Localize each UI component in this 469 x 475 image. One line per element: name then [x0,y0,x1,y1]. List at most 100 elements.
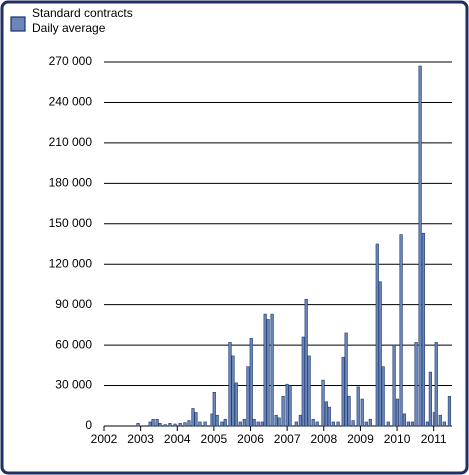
y-tick-label: 150 000 [49,216,93,230]
bar [220,421,224,427]
bar [277,417,281,427]
bar [252,418,256,427]
bar [266,319,270,427]
bar [414,342,418,427]
bar [410,421,415,427]
bar [178,423,182,427]
y-tick-label: 240 000 [49,95,93,109]
bar [223,418,227,427]
bar [399,234,403,427]
bar [183,422,187,427]
bar [315,421,319,427]
bar [395,398,400,427]
bar [288,385,292,427]
bar [304,298,308,427]
x-tick-label: 2005 [201,432,228,446]
y-tick-label: 90 000 [55,297,92,311]
bar [148,421,152,427]
bar [260,421,264,427]
bar [294,421,298,427]
bar [168,423,172,427]
bar [187,420,191,427]
bar [375,243,379,427]
y-tick-label: 60 000 [55,337,92,351]
y-tick-label: 210 000 [49,135,93,149]
bar [406,421,411,427]
bar [356,386,360,427]
bar [194,412,198,427]
legend-swatch [10,16,26,32]
bar [173,423,177,427]
bar [331,421,335,427]
bar [434,342,438,427]
bar [378,281,382,427]
bar [191,408,195,427]
x-tick-label: 2011 [421,432,447,446]
bar [158,423,162,427]
y-tick-label: 120 000 [49,256,93,270]
bar [324,401,328,427]
bar [212,391,216,427]
bar [336,421,340,427]
bar [155,418,159,427]
bar [425,421,430,427]
y-tick-label: 180 000 [49,176,93,190]
bar [381,366,385,427]
bar [281,396,285,427]
bar [249,338,253,427]
x-tick-label: 2006 [237,432,264,446]
bar [203,421,207,427]
bar [238,421,242,427]
bar [163,424,167,427]
bar [418,65,422,427]
bar [447,396,452,427]
x-tick-label: 2009 [347,432,374,446]
bar [327,406,331,427]
bar [274,414,278,427]
bar [151,418,155,427]
bar [301,336,305,427]
bar [402,413,406,427]
bar [136,423,140,427]
unit-label: Daily average [32,21,106,35]
bar [428,371,432,427]
legend-label: Standard contracts [32,6,133,20]
bar [442,421,446,427]
bar [386,421,390,427]
x-tick-label: 2002 [91,432,118,446]
bar [215,414,219,427]
x-tick-label: 2010 [384,432,411,446]
bar [321,379,325,427]
bar [364,421,368,427]
bar [344,332,348,427]
x-tick-label: 2003 [127,432,154,446]
bar [307,355,311,427]
bar [421,232,426,427]
bar [242,418,246,427]
bar [351,420,355,427]
bar [347,396,351,427]
bar [285,383,289,427]
bar [341,356,345,427]
bar [360,398,364,427]
y-tick-label: 270 000 [49,54,93,68]
x-tick-label: 2008 [310,432,337,446]
bar [392,344,396,427]
bar [368,418,372,427]
bar [256,421,260,427]
bar [246,366,250,427]
bar [231,355,235,427]
bar [298,414,302,427]
bar [263,313,267,427]
bar [270,313,274,427]
x-tick-label: 2004 [164,432,191,446]
bar [438,414,442,427]
x-tick-label: 2007 [274,432,301,446]
bar [311,418,315,427]
y-tick-label: 0 [85,418,92,432]
bar [234,382,238,427]
bar [228,342,232,427]
y-tick-label: 30 000 [55,378,92,392]
